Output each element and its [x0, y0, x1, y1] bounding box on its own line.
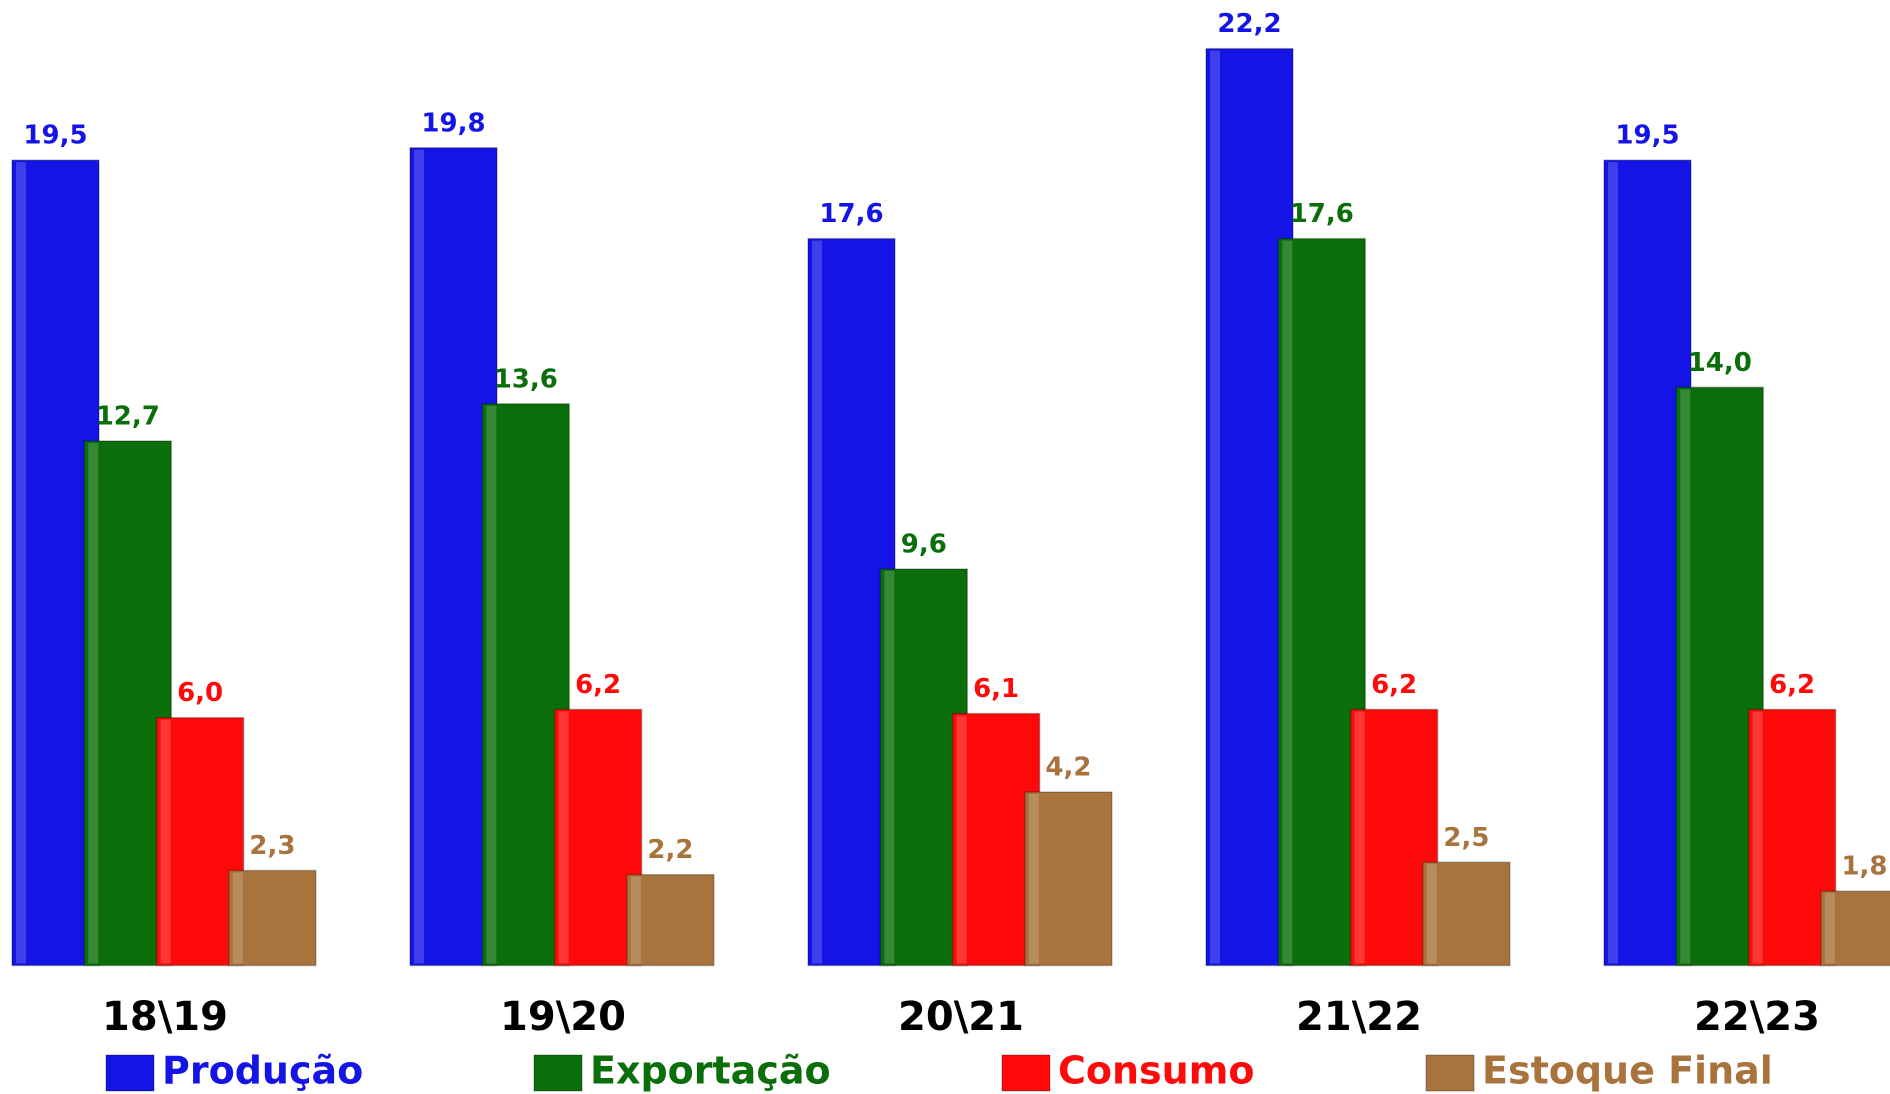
- legend-label: Exportação: [590, 1049, 831, 1093]
- bar-shine: [232, 872, 243, 964]
- bar-shine: [1354, 711, 1365, 964]
- bar-shine: [160, 719, 171, 964]
- x-tick-label: 21\22: [1296, 994, 1422, 1040]
- bar-shine: [1426, 864, 1437, 964]
- bar-shine: [558, 711, 569, 964]
- bar: [1820, 890, 1890, 967]
- bar: [626, 873, 715, 967]
- bar: [1422, 861, 1511, 967]
- bar: [1024, 791, 1113, 967]
- bar-shine: [884, 571, 895, 964]
- bar-shine: [1028, 794, 1039, 964]
- bar-shine: [630, 876, 641, 964]
- bar-shine: [414, 149, 424, 964]
- bar-shine: [486, 405, 497, 964]
- bar: [228, 869, 317, 967]
- bar-shine: [956, 715, 967, 964]
- x-tick-label: 19\20: [500, 994, 626, 1040]
- value-label: 6,2: [575, 670, 621, 700]
- bar-shine: [1824, 893, 1835, 964]
- bar-shine: [16, 162, 26, 964]
- legend-swatch: [105, 1054, 155, 1092]
- bar-shine: [1210, 50, 1220, 964]
- bar-shine: [812, 240, 822, 964]
- value-label: 17,6: [1290, 199, 1354, 229]
- bar-shine: [88, 442, 99, 964]
- value-label: 2,3: [249, 831, 295, 861]
- bar-shine: [1608, 162, 1618, 964]
- value-label: 9,6: [901, 530, 947, 560]
- value-label: 19,8: [421, 108, 485, 138]
- x-tick-label: 18\19: [102, 994, 228, 1040]
- value-label: 6,1: [973, 674, 1019, 704]
- x-tick-label: 22\23: [1694, 994, 1820, 1040]
- value-label: 22,2: [1217, 9, 1281, 39]
- value-label: 6,0: [177, 678, 223, 708]
- value-label: 19,5: [1615, 121, 1679, 151]
- legend-swatch: [1425, 1054, 1475, 1092]
- value-label: 2,5: [1443, 823, 1489, 853]
- bar-shine: [1752, 711, 1763, 964]
- value-label: 1,8: [1841, 852, 1887, 882]
- value-label: 13,6: [494, 364, 558, 394]
- legend-label: Produção: [162, 1049, 363, 1093]
- value-label: 19,5: [23, 121, 87, 151]
- value-label: 6,2: [1371, 670, 1417, 700]
- value-label: 2,2: [647, 835, 693, 865]
- value-label: 14,0: [1688, 348, 1752, 378]
- legend-swatch: [533, 1054, 583, 1092]
- legend-swatch: [1001, 1054, 1051, 1092]
- legend-label: Estoque Final: [1482, 1049, 1773, 1093]
- value-label: 17,6: [819, 199, 883, 229]
- value-label: 12,7: [96, 401, 160, 431]
- legend-label: Consumo: [1058, 1049, 1254, 1093]
- value-label: 6,2: [1769, 670, 1815, 700]
- bar-shine: [1680, 389, 1691, 964]
- value-label: 4,2: [1045, 753, 1091, 783]
- x-tick-label: 20\21: [898, 994, 1024, 1040]
- bar-shine: [1282, 240, 1293, 964]
